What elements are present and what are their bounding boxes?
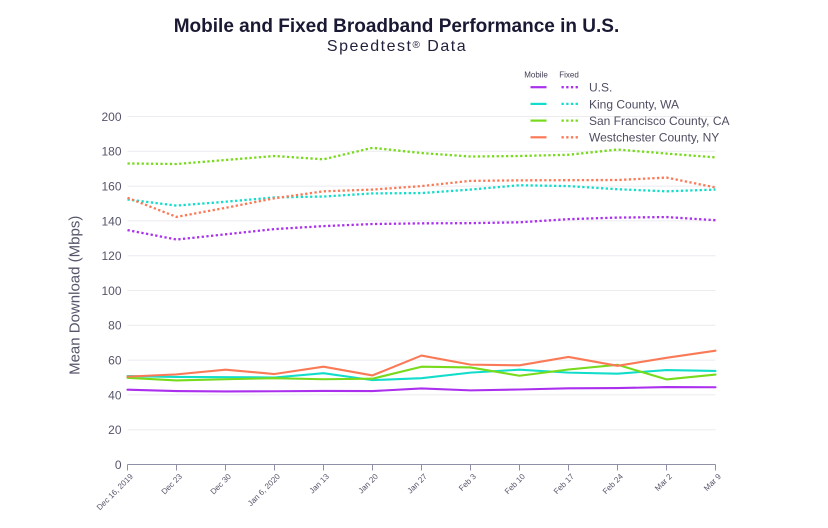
- svg-text:100: 100: [101, 284, 121, 298]
- svg-text:Mobile: Mobile: [524, 71, 548, 80]
- svg-text:Speedtest® Data: Speedtest® Data: [327, 38, 467, 55]
- svg-text:80: 80: [108, 319, 122, 333]
- svg-text:40: 40: [108, 388, 122, 402]
- svg-text:20: 20: [108, 423, 122, 437]
- svg-text:U.S.: U.S.: [589, 81, 612, 95]
- svg-text:160: 160: [101, 180, 121, 194]
- svg-text:140: 140: [101, 214, 121, 228]
- svg-text:King County, WA: King County, WA: [589, 97, 679, 111]
- svg-text:120: 120: [101, 249, 121, 263]
- svg-text:Westchester County, NY: Westchester County, NY: [589, 131, 719, 145]
- svg-text:Mean Download (Mbps): Mean Download (Mbps): [67, 216, 84, 375]
- svg-text:180: 180: [101, 145, 121, 159]
- svg-text:Mobile and Fixed Broadband Per: Mobile and Fixed Broadband Performance i…: [174, 16, 620, 37]
- svg-text:San Francisco County, CA: San Francisco County, CA: [589, 114, 730, 128]
- svg-text:200: 200: [101, 110, 121, 124]
- svg-text:60: 60: [108, 354, 122, 368]
- svg-text:0: 0: [115, 458, 122, 472]
- svg-text:Fixed: Fixed: [559, 71, 579, 80]
